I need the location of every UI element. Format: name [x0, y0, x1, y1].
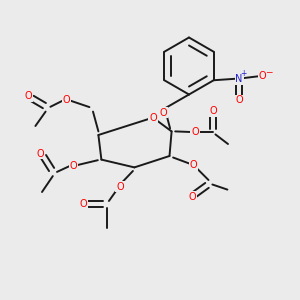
Text: +: +: [240, 69, 246, 78]
Text: O: O: [25, 91, 32, 101]
Text: O: O: [259, 71, 266, 81]
Text: O: O: [149, 112, 157, 123]
Text: O: O: [116, 182, 124, 192]
Text: N: N: [236, 74, 243, 84]
Text: O: O: [190, 160, 197, 170]
Text: O: O: [70, 160, 77, 171]
Text: O: O: [188, 191, 196, 202]
Text: O: O: [37, 148, 44, 159]
Text: O: O: [191, 127, 199, 137]
Text: −: −: [266, 67, 273, 76]
Text: O: O: [160, 107, 167, 118]
Text: O: O: [236, 95, 243, 105]
Text: O: O: [63, 94, 70, 105]
Text: O: O: [209, 106, 217, 116]
Text: O: O: [80, 199, 87, 209]
